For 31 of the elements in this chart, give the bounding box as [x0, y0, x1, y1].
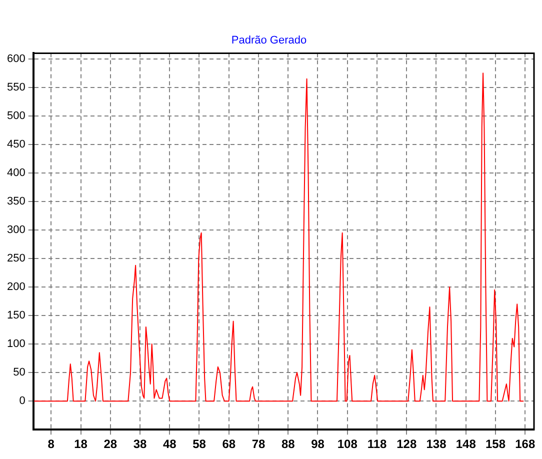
x-tick-label: 128	[396, 437, 417, 452]
x-tick-label: 78	[252, 437, 266, 452]
x-tick-label: 48	[162, 437, 177, 452]
y-tick-label: 600	[6, 52, 26, 65]
x-tick-label: 68	[222, 437, 236, 452]
x-tick-label: 8	[48, 437, 55, 452]
y-tick-label: 450	[6, 138, 26, 150]
y-tick-label: 150	[6, 310, 26, 322]
x-tick-label: 18	[74, 437, 88, 452]
y-tick-label: 100	[6, 338, 26, 350]
x-tick-label: 118	[367, 437, 387, 452]
x-tick-label: 98	[311, 437, 325, 452]
x-tick-label: 108	[337, 437, 358, 452]
y-tick-label: 500	[6, 110, 26, 122]
y-tick-label: 200	[6, 281, 26, 294]
x-tick-label: 58	[192, 437, 206, 452]
y-tick-label: 0	[19, 395, 26, 408]
y-tick-label: 250	[6, 252, 26, 265]
x-tick-label: 168	[515, 437, 536, 452]
x-tick-label: 28	[104, 437, 118, 452]
x-tick-label: 158	[485, 437, 506, 452]
y-tick-label: 550	[6, 81, 26, 94]
chart-title: Padrão Gerado	[231, 34, 307, 47]
x-tick-label: 148	[456, 437, 476, 452]
y-tick-label: 300	[6, 224, 26, 236]
x-tick-label: 38	[133, 437, 147, 452]
y-tick-label: 400	[6, 166, 26, 179]
y-tick-label: 350	[6, 196, 26, 208]
x-tick-label: 138	[426, 437, 447, 452]
x-tick-label: 88	[281, 437, 296, 452]
y-tick-label: 50	[13, 366, 26, 379]
